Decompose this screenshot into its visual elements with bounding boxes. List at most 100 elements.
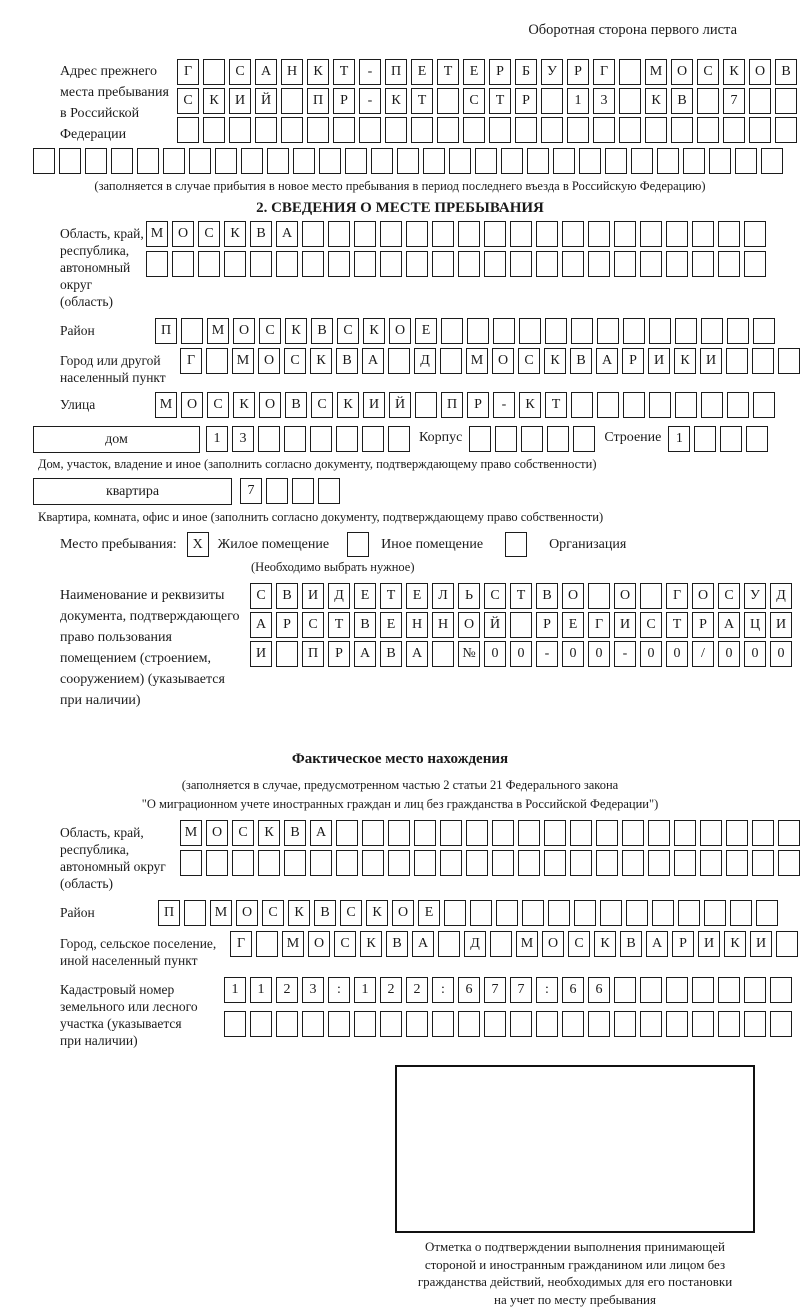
char-box[interactable] <box>562 251 584 277</box>
char-box[interactable] <box>362 850 384 876</box>
char-box[interactable] <box>571 318 593 344</box>
char-box[interactable] <box>423 148 445 174</box>
char-box[interactable]: С <box>207 392 229 418</box>
char-box[interactable]: С <box>232 820 254 846</box>
char-box[interactable]: К <box>385 88 407 114</box>
char-box[interactable]: О <box>492 348 514 374</box>
char-box[interactable] <box>302 221 324 247</box>
char-box[interactable]: С <box>484 583 506 609</box>
char-box[interactable] <box>414 820 436 846</box>
char-box[interactable] <box>229 117 251 143</box>
char-box[interactable] <box>623 318 645 344</box>
char-box[interactable]: Д <box>328 583 350 609</box>
char-box[interactable] <box>700 820 722 846</box>
char-box[interactable] <box>519 318 541 344</box>
char-box[interactable] <box>276 1011 298 1037</box>
char-box[interactable]: М <box>155 392 177 418</box>
char-box[interactable] <box>648 820 670 846</box>
char-box[interactable]: К <box>203 88 225 114</box>
char-box[interactable]: Е <box>463 59 485 85</box>
char-box[interactable] <box>137 148 159 174</box>
char-box[interactable] <box>180 850 202 876</box>
char-box[interactable] <box>778 850 800 876</box>
char-box[interactable]: Д <box>464 931 486 957</box>
char-box[interactable] <box>548 900 570 926</box>
char-box[interactable] <box>255 117 277 143</box>
char-box[interactable] <box>518 850 540 876</box>
char-box[interactable] <box>284 426 306 452</box>
char-box[interactable]: Е <box>380 612 402 638</box>
char-box[interactable]: О <box>671 59 693 85</box>
char-box[interactable] <box>605 148 627 174</box>
char-box[interactable]: Е <box>411 59 433 85</box>
char-box[interactable] <box>319 148 341 174</box>
char-box[interactable]: Й <box>484 612 506 638</box>
char-box[interactable] <box>181 318 203 344</box>
char-box[interactable] <box>466 850 488 876</box>
char-box[interactable]: К <box>363 318 385 344</box>
char-box[interactable] <box>250 251 272 277</box>
char-box[interactable] <box>354 251 376 277</box>
char-box[interactable]: С <box>311 392 333 418</box>
char-box[interactable] <box>547 426 570 452</box>
char-box[interactable] <box>727 392 749 418</box>
char-box[interactable] <box>709 148 731 174</box>
house-box[interactable]: дом <box>33 426 200 453</box>
char-box[interactable] <box>744 1011 766 1037</box>
char-box[interactable] <box>328 251 350 277</box>
char-box[interactable]: К <box>233 392 255 418</box>
char-box[interactable]: Р <box>328 641 350 667</box>
char-box[interactable] <box>336 426 358 452</box>
char-box[interactable]: К <box>723 59 745 85</box>
char-box[interactable] <box>232 850 254 876</box>
char-box[interactable] <box>310 426 332 452</box>
char-box[interactable] <box>281 88 303 114</box>
char-box[interactable] <box>645 117 667 143</box>
char-box[interactable] <box>440 348 462 374</box>
char-box[interactable]: И <box>648 348 670 374</box>
char-box[interactable] <box>671 117 693 143</box>
char-box[interactable]: Т <box>510 583 532 609</box>
char-box[interactable]: 1 <box>354 977 376 1003</box>
char-box[interactable] <box>536 221 558 247</box>
char-box[interactable] <box>726 820 748 846</box>
char-box[interactable] <box>720 426 743 452</box>
char-box[interactable]: А <box>310 820 332 846</box>
char-box[interactable] <box>753 392 775 418</box>
char-box[interactable] <box>775 88 797 114</box>
char-box[interactable] <box>354 221 376 247</box>
char-box[interactable]: А <box>406 641 428 667</box>
char-box[interactable]: 1 <box>224 977 246 1003</box>
char-box[interactable]: 0 <box>484 641 506 667</box>
char-box[interactable] <box>490 931 512 957</box>
char-box[interactable]: : <box>536 977 558 1003</box>
char-box[interactable] <box>536 1011 558 1037</box>
char-box[interactable]: 1 <box>567 88 589 114</box>
apartment-box[interactable]: квартира <box>33 478 232 505</box>
char-box[interactable]: С <box>463 88 485 114</box>
char-box[interactable] <box>596 820 618 846</box>
char-box[interactable]: - <box>359 88 381 114</box>
char-box[interactable] <box>177 117 199 143</box>
char-box[interactable] <box>441 318 463 344</box>
char-box[interactable]: 3 <box>593 88 615 114</box>
char-box[interactable] <box>250 1011 272 1037</box>
char-box[interactable] <box>718 977 740 1003</box>
char-box[interactable] <box>666 251 688 277</box>
char-box[interactable] <box>380 221 402 247</box>
char-box[interactable]: Т <box>545 392 567 418</box>
char-box[interactable] <box>544 850 566 876</box>
char-box[interactable]: А <box>412 931 434 957</box>
char-box[interactable] <box>437 117 459 143</box>
char-box[interactable]: С <box>177 88 199 114</box>
char-box[interactable]: 0 <box>510 641 532 667</box>
char-box[interactable]: С <box>518 348 540 374</box>
char-box[interactable] <box>619 59 641 85</box>
char-box[interactable]: О <box>233 318 255 344</box>
char-box[interactable] <box>574 900 596 926</box>
char-box[interactable] <box>562 221 584 247</box>
char-box[interactable]: К <box>724 931 746 957</box>
char-box[interactable] <box>432 1011 454 1037</box>
char-box[interactable] <box>622 820 644 846</box>
char-box[interactable] <box>571 392 593 418</box>
